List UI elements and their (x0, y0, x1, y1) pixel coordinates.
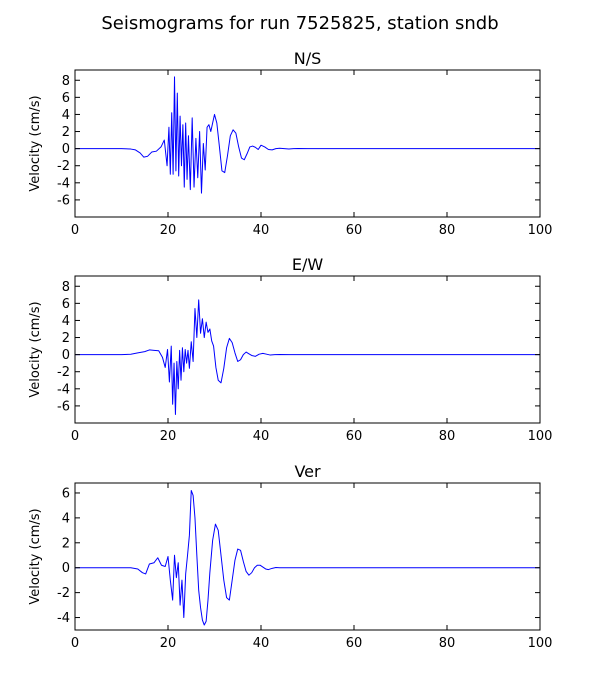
panel-title-ver: Ver (294, 462, 321, 481)
series-line-e-w (75, 299, 540, 415)
y-axis-label-e-w: Velocity (cm/s) (28, 301, 43, 397)
y-tick-label: 6 (62, 297, 70, 312)
y-tick-label: 0 (62, 142, 70, 157)
y-axis-label-ver: Velocity (cm/s) (28, 508, 43, 604)
panel-title-n-s: N/S (294, 49, 322, 68)
y-tick-label: -2 (57, 586, 70, 601)
x-tick-label: 60 (346, 636, 363, 651)
series-line-n-s (75, 76, 540, 194)
x-tick-label: 100 (528, 223, 553, 238)
x-tick-label: 80 (439, 223, 456, 238)
figure-title: Seismograms for run 7525825, station snd… (101, 13, 498, 34)
x-tick-label: 60 (346, 429, 363, 444)
x-tick-label: 20 (160, 429, 177, 444)
y-tick-label: -6 (57, 399, 70, 414)
x-tick-label: 0 (71, 223, 79, 238)
x-tick-label: 20 (160, 223, 177, 238)
plot-frame-e-w (74, 275, 541, 424)
x-tick-label: 40 (253, 429, 270, 444)
y-tick-label: 2 (62, 331, 70, 346)
plot-frame-n-s (74, 69, 541, 218)
x-tick-label: 80 (439, 636, 456, 651)
y-tick-label: 2 (62, 536, 70, 551)
y-tick-label: -4 (57, 611, 70, 626)
x-tick-label: 40 (253, 636, 270, 651)
y-tick-label: 4 (62, 314, 70, 329)
y-tick-label: 8 (62, 280, 70, 295)
y-tick-label: 0 (62, 561, 70, 576)
plot-frame-ver (74, 482, 541, 631)
x-tick-label: 0 (71, 636, 79, 651)
y-tick-label: 2 (62, 125, 70, 140)
x-tick-label: 60 (346, 223, 363, 238)
x-tick-label: 0 (71, 429, 79, 444)
y-axis-label-n-s: Velocity (cm/s) (28, 95, 43, 191)
y-tick-label: -2 (57, 365, 70, 380)
x-tick-label: 20 (160, 636, 177, 651)
y-tick-label: 0 (62, 348, 70, 363)
x-tick-label: 100 (528, 429, 553, 444)
y-tick-label: 6 (62, 91, 70, 106)
x-tick-label: 100 (528, 636, 553, 651)
y-tick-label: -2 (57, 159, 70, 174)
y-tick-label: -4 (57, 176, 70, 191)
y-tick-label: 4 (62, 108, 70, 123)
series-line-ver (75, 489, 540, 626)
panel-title-e-w: E/W (292, 255, 324, 274)
y-tick-label: 4 (62, 511, 70, 526)
y-tick-label: -6 (57, 193, 70, 208)
y-tick-label: 6 (62, 486, 70, 501)
y-tick-label: -4 (57, 382, 70, 397)
x-tick-label: 80 (439, 429, 456, 444)
y-tick-label: 8 (62, 74, 70, 89)
x-tick-label: 40 (253, 223, 270, 238)
